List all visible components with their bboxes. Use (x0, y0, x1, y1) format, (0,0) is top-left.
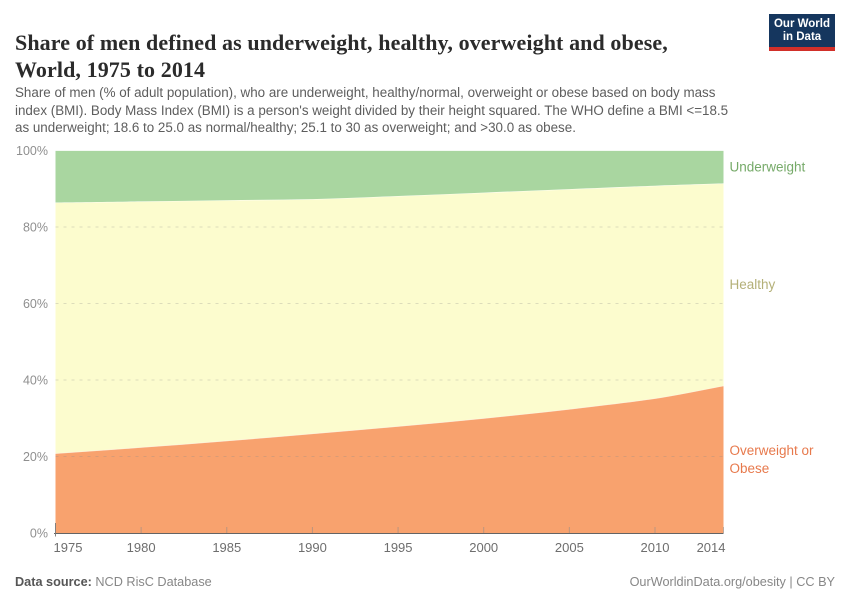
subtitle-line2: index (BMI). Body Mass Index (BMI) is a … (15, 102, 729, 118)
y-axis-label: 20% (23, 450, 48, 464)
data-source-label: Data source: (15, 575, 92, 589)
legend-label-underweight: Underweight (730, 159, 806, 174)
owid-logo-line2: in Data (782, 30, 822, 43)
x-axis-label: 1995 (384, 540, 413, 555)
x-axis-label: 2005 (555, 540, 584, 555)
y-axis-label: 40% (23, 374, 48, 388)
area-healthy[interactable] (55, 183, 724, 454)
chart-subtitle: Share of men (% of adult population), wh… (15, 84, 839, 136)
chart-title: Share of men defined as underweight, hea… (15, 29, 785, 83)
credit-link[interactable]: OurWorldinData.org/obesity | CC BY (629, 575, 835, 589)
legend-label-healthy: Healthy (730, 277, 776, 292)
legend-label-overweight-or-obese: Overweight or (730, 443, 815, 458)
x-axis-label: 2014 (697, 540, 726, 555)
y-axis-label: 80% (23, 221, 48, 235)
y-axis-label: 60% (23, 297, 48, 311)
owid-logo-line1: Our World (773, 17, 830, 30)
x-axis-label: 2000 (469, 540, 498, 555)
owid-logo[interactable]: Our World in Data (769, 14, 835, 51)
x-axis-label: 1975 (54, 540, 83, 555)
data-source-value: NCD RisC Database (95, 575, 212, 589)
data-source: Data source: NCD RisC Database (15, 575, 212, 589)
chart-title-line1: Share of men defined as underweight, hea… (15, 29, 668, 55)
x-axis-label: 2010 (641, 540, 670, 555)
y-axis-label: 100% (16, 144, 48, 158)
x-axis-label: 1990 (298, 540, 327, 555)
y-axis-label: 0% (30, 527, 48, 541)
x-axis-label: 1980 (127, 540, 156, 555)
area-overweight-or-obese[interactable] (55, 385, 724, 533)
area-underweight[interactable] (55, 150, 724, 203)
chart-title-line2: World, 1975 to 2014 (15, 56, 206, 82)
legend-label-overweight-or-obese: Obese (730, 461, 770, 476)
x-axis-label: 1985 (212, 540, 241, 555)
subtitle-line1: Share of men (% of adult population), wh… (15, 85, 716, 101)
chart-footer: Data source: NCD RisC Database OurWorldi… (15, 575, 835, 589)
subtitle-line3: as underweight; 18.6 to 25.0 as normal/h… (15, 119, 576, 135)
